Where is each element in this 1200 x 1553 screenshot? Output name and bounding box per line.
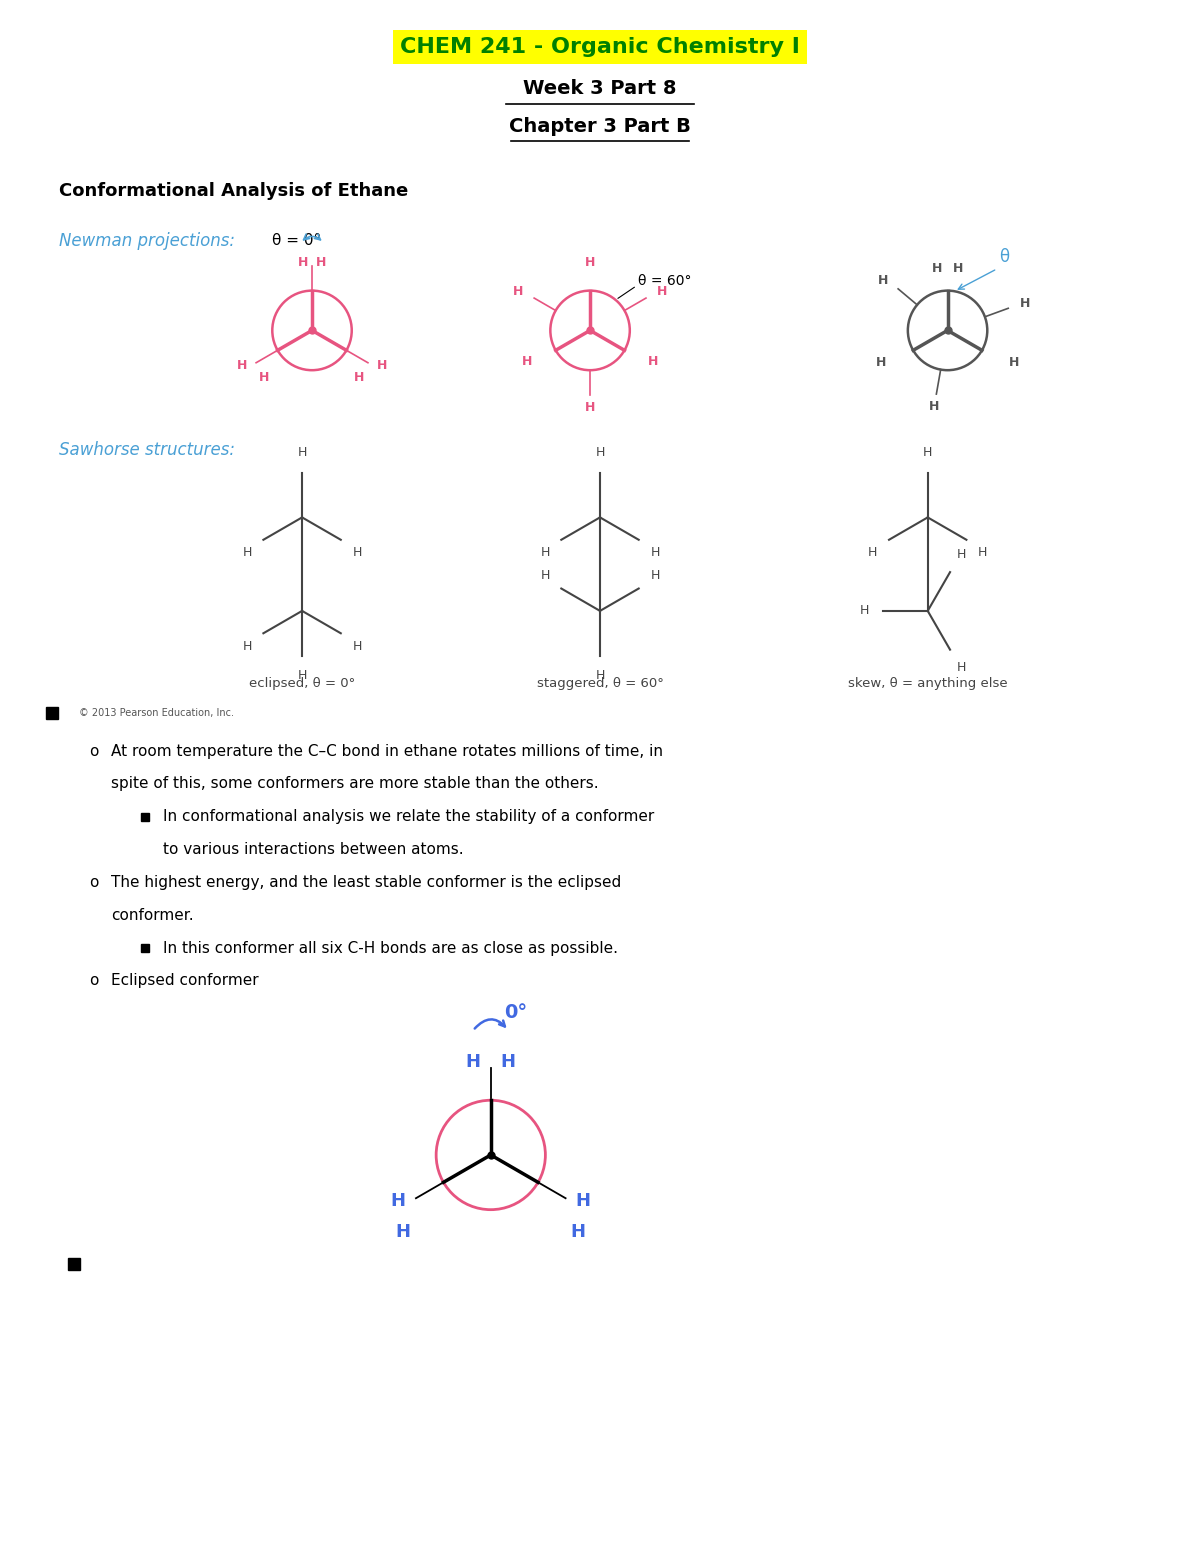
Text: H: H [236, 359, 247, 371]
Text: H: H [353, 547, 361, 559]
Text: H: H [522, 354, 532, 368]
Text: In conformational analysis we relate the stability of a conformer: In conformational analysis we relate the… [163, 809, 654, 825]
Text: H: H [298, 669, 307, 682]
Text: H: H [978, 547, 988, 559]
Text: H: H [354, 371, 365, 384]
Text: H: H [396, 1224, 410, 1241]
Text: H: H [500, 1053, 516, 1072]
Text: H: H [571, 1224, 586, 1241]
Text: H: H [953, 262, 962, 275]
Text: o: o [89, 874, 98, 890]
Text: CHEM 241 - Organic Chemistry I: CHEM 241 - Organic Chemistry I [400, 37, 800, 57]
Text: staggered, θ = 60°: staggered, θ = 60° [536, 677, 664, 690]
Text: H: H [576, 1193, 590, 1210]
Text: H: H [658, 286, 667, 298]
Text: Conformational Analysis of Ethane: Conformational Analysis of Ethane [59, 182, 408, 200]
Text: o: o [89, 974, 98, 988]
Text: H: H [242, 640, 252, 652]
Text: Week 3 Part 8: Week 3 Part 8 [523, 79, 677, 98]
Text: H: H [242, 547, 252, 559]
Text: H: H [595, 446, 605, 460]
Text: skew, θ = anything else: skew, θ = anything else [848, 677, 1008, 690]
Text: H: H [391, 1193, 406, 1210]
Text: H: H [923, 446, 932, 460]
Text: H: H [860, 604, 870, 618]
Text: θ: θ [1000, 248, 1009, 266]
Text: o: o [89, 744, 98, 758]
Text: H: H [1008, 356, 1019, 370]
Text: H: H [540, 547, 550, 559]
Text: 0°: 0° [504, 1003, 527, 1022]
Text: Eclipsed conformer: Eclipsed conformer [112, 974, 259, 988]
Text: H: H [298, 446, 307, 460]
Text: Sawhorse structures:: Sawhorse structures: [59, 441, 235, 458]
Text: H: H [876, 356, 887, 370]
Text: θ = 60°: θ = 60° [637, 273, 691, 287]
Text: H: H [956, 662, 966, 674]
Text: In this conformer all six C-H bonds are as close as possible.: In this conformer all six C-H bonds are … [163, 941, 618, 955]
Text: H: H [512, 286, 523, 298]
Text: At room temperature the C–C bond in ethane rotates millions of time, in: At room temperature the C–C bond in etha… [112, 744, 664, 758]
Text: H: H [540, 568, 550, 582]
Text: H: H [316, 256, 326, 269]
Text: H: H [584, 402, 595, 415]
Text: H: H [466, 1053, 481, 1072]
Text: H: H [868, 547, 877, 559]
Text: © 2013 Pearson Education, Inc.: © 2013 Pearson Education, Inc. [79, 708, 234, 719]
Text: H: H [929, 401, 940, 413]
Text: Chapter 3 Part B: Chapter 3 Part B [509, 116, 691, 137]
Text: H: H [584, 256, 595, 269]
Text: eclipsed, θ = 0°: eclipsed, θ = 0° [248, 677, 355, 690]
Text: The highest energy, and the least stable conformer is the eclipsed: The highest energy, and the least stable… [112, 874, 622, 890]
Text: to various interactions between atoms.: to various interactions between atoms. [163, 842, 463, 857]
Text: H: H [259, 371, 270, 384]
Text: H: H [878, 273, 888, 287]
Text: H: H [1020, 297, 1031, 311]
Text: H: H [650, 547, 660, 559]
Text: H: H [298, 256, 308, 269]
Text: H: H [956, 548, 966, 561]
Text: θ = 0°: θ = 0° [272, 233, 322, 248]
Text: H: H [377, 359, 388, 371]
Text: H: H [353, 640, 361, 652]
Text: H: H [932, 262, 943, 275]
Text: Newman projections:: Newman projections: [59, 231, 235, 250]
Text: H: H [648, 354, 659, 368]
Text: conformer.: conformer. [112, 909, 194, 922]
Text: H: H [650, 568, 660, 582]
Text: spite of this, some conformers are more stable than the others.: spite of this, some conformers are more … [112, 776, 599, 792]
Text: H: H [595, 669, 605, 682]
